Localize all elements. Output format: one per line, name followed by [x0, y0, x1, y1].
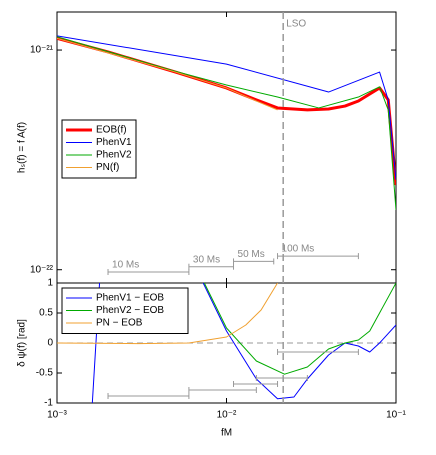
series-line: [57, 37, 278, 111]
window-label: 50 Ms: [238, 249, 265, 260]
window-label: 100 Ms: [282, 244, 315, 255]
window-label: 30 Ms: [193, 254, 220, 265]
series-line: [203, 283, 396, 375]
y-axis-label: δ ψ(f) [rad]: [17, 319, 28, 367]
y-tick-label: -1: [44, 398, 53, 409]
x-tick-label: 10⁻¹: [386, 410, 406, 421]
series-line: [57, 283, 278, 345]
y-tick-label: 10⁻²¹: [30, 45, 54, 56]
x-tick-label: 10⁻²: [217, 410, 237, 421]
legend-label: PhenV1 − EOB: [96, 293, 164, 304]
series-line: [57, 36, 396, 211]
x-axis-label: fM: [221, 428, 232, 439]
legend-label: PhenV2: [96, 150, 132, 161]
legend-label: PN(f): [96, 162, 119, 173]
y-tick-label: 10⁻²²: [30, 264, 54, 275]
window-label: 10 Ms: [112, 260, 139, 271]
x-tick-label: 10⁻³: [47, 410, 67, 421]
legend-label: EOB(f): [96, 125, 127, 136]
legend-label: PN − EOB: [96, 318, 143, 329]
legend-label: PhenV2 − EOB: [96, 305, 164, 316]
legend-label: PhenV1: [96, 137, 132, 148]
series-group: [57, 35, 396, 211]
y-tick-label: 0.5: [39, 308, 53, 319]
y-tick-label: -0.5: [36, 368, 54, 379]
lso-label: LSO: [286, 19, 306, 30]
y-axis-label: hₛ(f) = f A(f): [17, 122, 28, 173]
y-tick-label: 0: [47, 338, 53, 349]
series-line: [57, 35, 396, 180]
y-tick-label: 1: [47, 278, 53, 289]
